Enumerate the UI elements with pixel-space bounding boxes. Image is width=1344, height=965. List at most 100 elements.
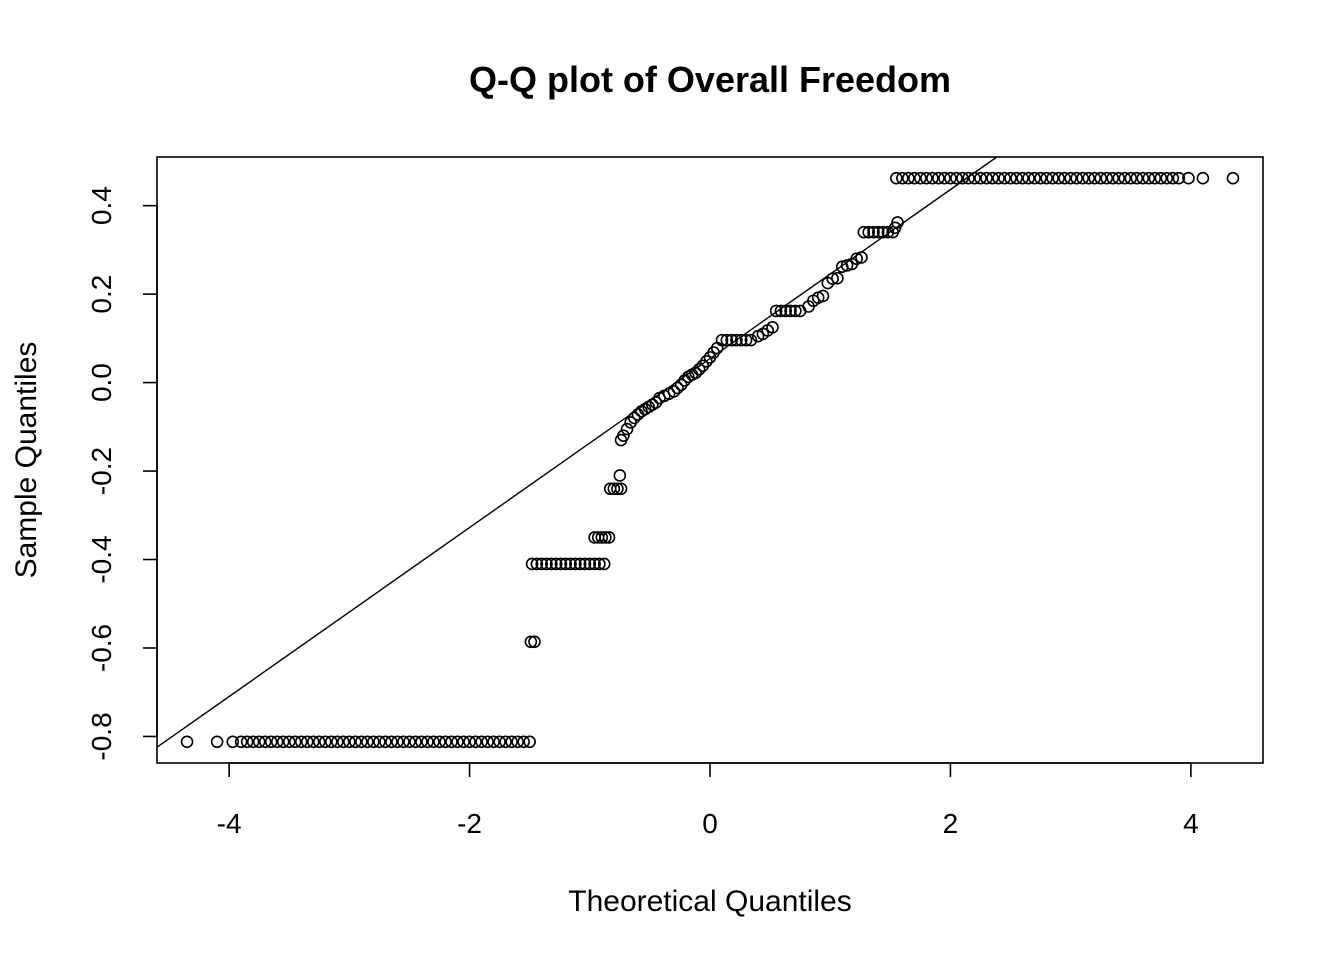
data-point <box>932 171 945 185</box>
data-point <box>226 735 240 749</box>
data-point <box>902 171 915 185</box>
data-point <box>530 557 544 571</box>
data-point <box>554 557 568 571</box>
data-point <box>559 557 573 571</box>
data-point <box>180 735 194 749</box>
data-point <box>300 735 314 749</box>
data-point <box>306 735 320 749</box>
data-point <box>573 557 587 571</box>
data-point <box>1160 171 1174 185</box>
data-point <box>493 735 506 749</box>
data-point <box>409 735 422 749</box>
data-point <box>611 482 624 496</box>
data-point <box>1136 171 1150 185</box>
x-tick-label: -4 <box>217 808 242 839</box>
data-point <box>671 381 684 395</box>
data-point <box>857 225 871 239</box>
data-point <box>379 735 392 749</box>
data-point <box>1070 171 1083 185</box>
data-point <box>433 735 446 749</box>
data-point <box>588 557 601 571</box>
data-point <box>367 735 380 749</box>
data-point <box>744 333 758 347</box>
data-point <box>950 171 963 185</box>
x-tick-label: -2 <box>457 808 482 839</box>
data-point <box>540 557 553 571</box>
data-point <box>427 735 440 749</box>
x-tick-label: 0 <box>702 808 718 839</box>
data-point <box>445 735 458 749</box>
y-tick-label: -0.6 <box>86 624 117 672</box>
data-point <box>730 333 743 347</box>
data-point <box>535 557 548 571</box>
data-point <box>872 225 885 239</box>
data-point <box>331 735 344 749</box>
data-point <box>986 171 999 185</box>
data-point <box>1076 171 1089 185</box>
data-point <box>1004 171 1017 185</box>
data-point <box>517 735 530 749</box>
data-point <box>312 735 326 749</box>
data-point <box>391 735 404 749</box>
y-tick-label: -0.2 <box>86 447 117 495</box>
data-point <box>1046 171 1059 185</box>
y-axis-label: Sample Quantiles <box>10 342 43 579</box>
data-point <box>246 735 260 749</box>
data-point <box>276 735 290 749</box>
data-point <box>373 735 386 749</box>
data-point <box>1142 171 1156 185</box>
data-point <box>774 304 788 318</box>
data-point <box>270 735 284 749</box>
data-point <box>1052 171 1065 185</box>
x-tick-label: 4 <box>1183 808 1199 839</box>
data-point <box>980 171 993 185</box>
x-tick-label: 2 <box>943 808 959 839</box>
data-point <box>421 735 434 749</box>
data-point <box>998 171 1011 185</box>
data-point <box>1118 171 1132 185</box>
data-point <box>487 735 500 749</box>
data-point <box>288 735 302 749</box>
data-point <box>282 735 296 749</box>
data-point <box>992 171 1005 185</box>
data-point <box>475 735 488 749</box>
data-point <box>700 355 713 368</box>
data-point <box>210 735 224 749</box>
data-point <box>325 735 338 749</box>
data-point <box>240 735 254 749</box>
data-point <box>1028 171 1041 185</box>
y-tick-label: 0.4 <box>86 186 117 225</box>
data-point <box>343 735 356 749</box>
data-point <box>294 735 308 749</box>
data-point <box>234 735 248 749</box>
data-point <box>595 531 609 544</box>
data-point <box>1058 171 1071 185</box>
data-point <box>1130 171 1144 185</box>
data-point <box>1124 171 1138 185</box>
data-point <box>361 735 374 749</box>
data-point <box>499 735 512 749</box>
data-point <box>962 171 975 185</box>
data-point <box>816 289 830 303</box>
data-point <box>1094 171 1108 185</box>
data-point <box>439 735 452 749</box>
data-point <box>349 735 362 749</box>
data-point <box>1040 171 1053 185</box>
data-point <box>1082 171 1095 185</box>
data-point <box>597 557 611 571</box>
data-point <box>415 735 428 749</box>
data-point <box>620 422 634 436</box>
data-point <box>1196 171 1210 185</box>
data-point <box>385 735 398 749</box>
data-point <box>578 557 592 571</box>
data-point <box>481 735 494 749</box>
data-point <box>451 735 464 749</box>
data-point <box>583 557 597 571</box>
data-point <box>1010 171 1023 185</box>
data-point <box>1172 171 1186 185</box>
data-point <box>457 735 470 749</box>
data-point <box>1088 171 1101 185</box>
data-point <box>914 171 927 185</box>
data-point <box>739 333 753 347</box>
data-point <box>769 304 783 318</box>
